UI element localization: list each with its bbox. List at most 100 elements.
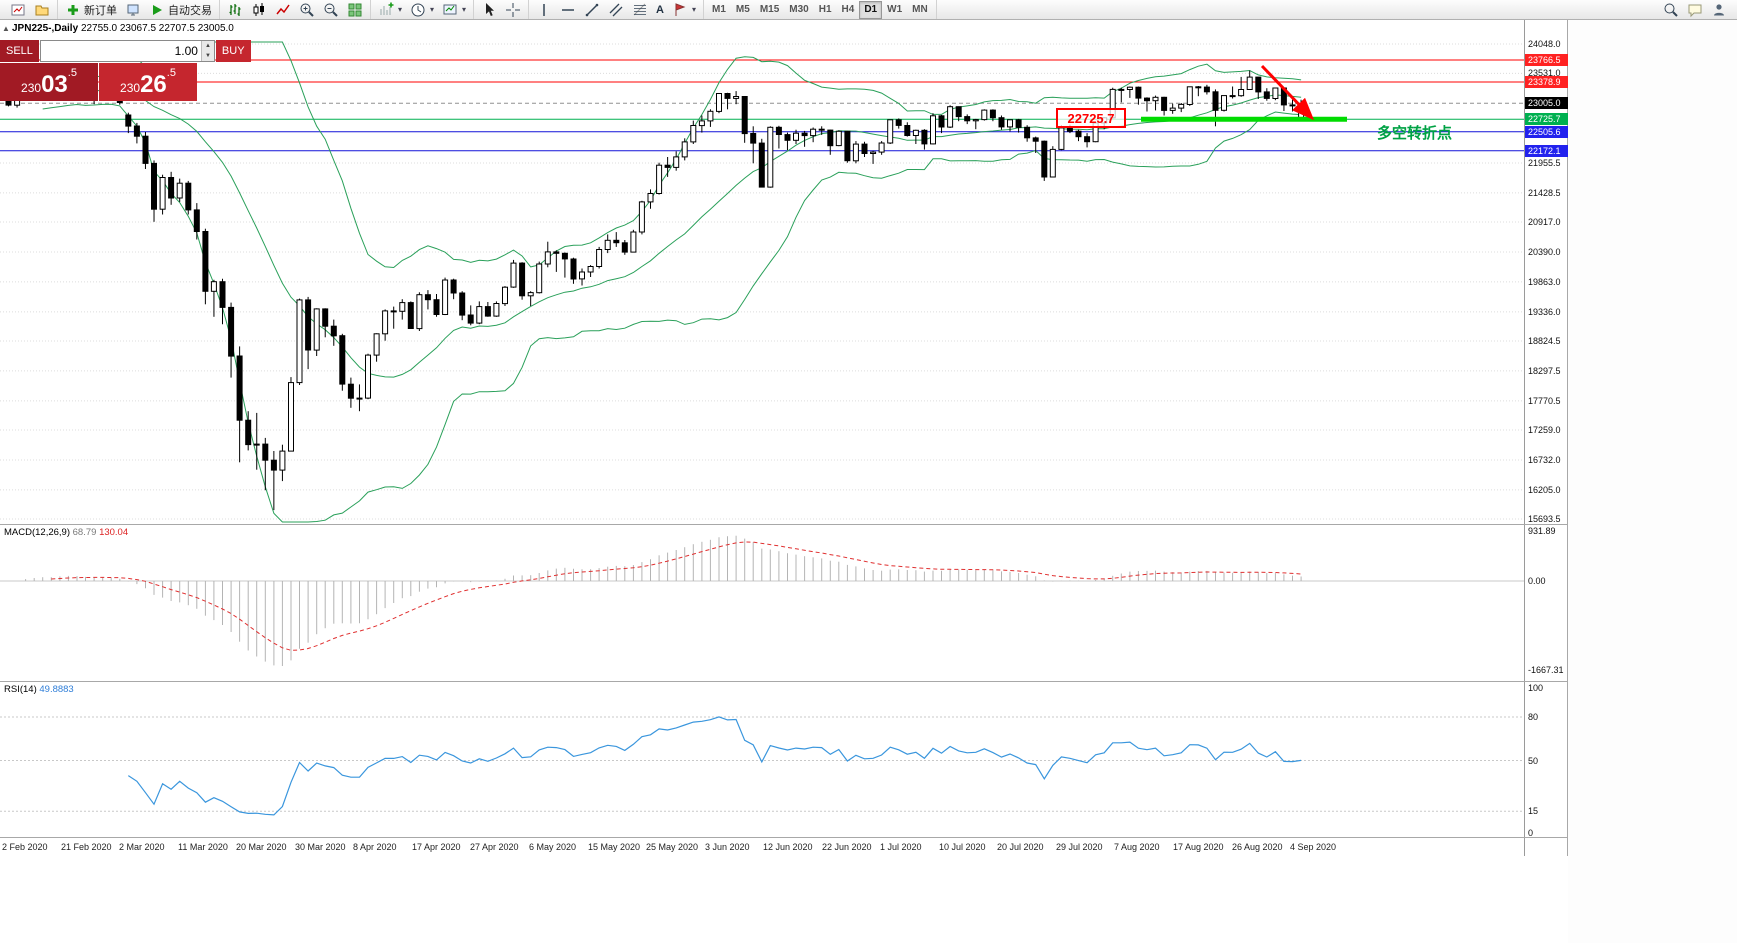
date-label: 21 Feb 2020 xyxy=(61,842,112,852)
crosshair-icon[interactable] xyxy=(501,1,525,19)
macd-axis-tick: 931.89 xyxy=(1528,526,1556,536)
date-label: 11 Mar 2020 xyxy=(178,842,228,852)
volume-input[interactable] xyxy=(40,41,201,61)
zoom-in-icon[interactable] xyxy=(295,1,319,19)
tf-h1[interactable]: H1 xyxy=(814,1,837,19)
trendline-icon[interactable] xyxy=(580,1,604,19)
date-axis[interactable]: 2 Feb 2020 21 Feb 2020 2 Mar 2020 11 Mar 20… xyxy=(0,842,1524,856)
price-tick: 19863.0 xyxy=(1528,277,1561,287)
indicators-icon[interactable]: ▾ xyxy=(374,1,406,19)
indicators-icon xyxy=(378,2,394,18)
chart-title: JPN225-,Daily 22755.0 23067.5 22707.5 23… xyxy=(12,23,234,34)
toolbar-group-right xyxy=(1656,0,1734,19)
candlesticks-icon[interactable] xyxy=(247,1,271,19)
price-axis[interactable]: 24048.0 23531.0 21955.5 21428.5 20917.0 20390… xyxy=(1524,20,1568,856)
rsi-axis-tick: 50 xyxy=(1528,756,1539,766)
tf-m5[interactable]: M5 xyxy=(731,1,755,19)
fibonacci-icon[interactable] xyxy=(628,1,652,19)
line-chart-icon[interactable] xyxy=(271,1,295,19)
price-tag: 23378.9 xyxy=(1525,76,1568,88)
cursor-icon[interactable] xyxy=(477,1,501,19)
date-label: 22 Jun 2020 xyxy=(822,842,872,852)
tf-mn[interactable]: MN xyxy=(907,1,933,19)
toolbar-group-pointer xyxy=(474,0,530,19)
price-tick: 21428.5 xyxy=(1528,188,1561,198)
turning-point-note[interactable]: 多空转折点 xyxy=(1377,125,1453,142)
ohlc-readout: 22755.0 23067.5 22707.5 23005.0 xyxy=(80,23,234,34)
tf-h1-label: H1 xyxy=(818,4,832,15)
buy-button[interactable]: BUY xyxy=(215,40,251,62)
price-chart-canvas[interactable] xyxy=(0,20,1524,838)
periods-icon[interactable]: ▾ xyxy=(406,1,438,19)
auto-trading-button[interactable]: 自动交易 xyxy=(145,1,216,19)
price-tick: 23531.0 xyxy=(1528,68,1561,78)
bars-icon[interactable] xyxy=(223,1,247,19)
date-label: 10 Jul 2020 xyxy=(939,842,986,852)
tf-d1[interactable]: D1 xyxy=(859,0,883,19)
chevron-down-icon: ▾ xyxy=(430,4,435,14)
templates-icon xyxy=(442,2,458,18)
tile-windows-icon[interactable] xyxy=(343,1,367,19)
profiles-icon[interactable] xyxy=(30,1,54,19)
ask-price[interactable]: 230 26.5 xyxy=(99,63,197,101)
tf-m1[interactable]: M1 xyxy=(707,1,731,19)
price-tag: 22505.6 xyxy=(1525,126,1568,138)
date-label: 12 Jun 2020 xyxy=(763,842,813,852)
expert-advisors-icon[interactable] xyxy=(121,1,145,19)
tf-h4[interactable]: H4 xyxy=(837,1,860,19)
horizontal-line-icon xyxy=(560,2,576,18)
rsi-pane-separator[interactable] xyxy=(0,681,1567,682)
price-callout-box[interactable]: 22725.7 xyxy=(1056,108,1126,128)
rsi-axis-tick: 100 xyxy=(1528,683,1544,693)
price-tick: 18297.5 xyxy=(1528,366,1561,376)
tf-m30[interactable]: M30 xyxy=(784,1,813,19)
zoom-out-icon xyxy=(323,2,339,18)
price-tick: 20917.0 xyxy=(1528,217,1561,227)
rsi-axis-tick: 0 xyxy=(1528,828,1534,838)
chart-window[interactable]: ▲ JPN225-,Daily 22755.0 23067.5 22707.5 … xyxy=(0,20,1568,856)
search-icon[interactable] xyxy=(1659,1,1683,19)
chevron-down-icon: ▾ xyxy=(398,4,403,14)
date-label: 29 Jul 2020 xyxy=(1056,842,1103,852)
bid-price[interactable]: 230 03.5 xyxy=(0,63,98,101)
new-order-button-label: 新订单 xyxy=(84,4,117,17)
chevron-down-icon: ▾ xyxy=(692,4,697,14)
price-tick: 16205.0 xyxy=(1528,485,1561,495)
date-label: 17 Aug 2020 xyxy=(1173,842,1224,852)
vertical-line-icon[interactable] xyxy=(532,1,556,19)
horizontal-line-icon[interactable] xyxy=(556,1,580,19)
price-tag: 22725.7 xyxy=(1525,113,1568,125)
new-chart-icon[interactable] xyxy=(6,1,30,19)
tf-d1-label: D1 xyxy=(864,4,878,15)
vertical-line-icon xyxy=(536,2,552,18)
tf-m15[interactable]: M15 xyxy=(755,1,784,19)
chat-icon[interactable] xyxy=(1683,1,1707,19)
new-order-button[interactable]: 新订单 xyxy=(61,1,121,19)
volume-up-button[interactable]: ▲ xyxy=(201,41,214,51)
price-tick: 18824.5 xyxy=(1528,336,1561,346)
expert-advisors-icon xyxy=(125,2,141,18)
sell-button[interactable]: SELL xyxy=(0,40,39,62)
text-icon[interactable]: A xyxy=(652,1,668,19)
tf-w1[interactable]: W1 xyxy=(882,1,907,19)
arrows-icon[interactable]: ▾ xyxy=(668,1,700,19)
community-icon[interactable] xyxy=(1707,1,1731,19)
community-icon xyxy=(1711,2,1727,18)
macd-pane-separator[interactable] xyxy=(0,524,1567,525)
one-click-collapse-icon[interactable]: ▲ xyxy=(2,24,10,33)
volume-down-button[interactable]: ▼ xyxy=(201,51,214,61)
price-tag: 23766.5 xyxy=(1525,54,1568,66)
rsi-axis-tick: 80 xyxy=(1528,712,1539,722)
volume-box: ▲ ▼ xyxy=(39,40,215,62)
fibonacci-icon xyxy=(632,2,648,18)
zoom-out-icon[interactable] xyxy=(319,1,343,19)
candlesticks-icon xyxy=(251,2,267,18)
channel-icon[interactable] xyxy=(604,1,628,19)
date-label: 20 Jul 2020 xyxy=(997,842,1044,852)
auto-trading-button-label: 自动交易 xyxy=(168,4,212,17)
main-toolbar: 新订单 自动交易 ▾ ▾ ▾ A ▾ M1 M5 M15 M30 H1 H4 D1 W1 MN xyxy=(0,0,1737,20)
templates-icon[interactable]: ▾ xyxy=(438,1,470,19)
date-label: 25 May 2020 xyxy=(646,842,699,852)
toolbar-group-objects: A ▾ xyxy=(529,0,705,19)
price-tick: 15693.5 xyxy=(1528,514,1561,524)
